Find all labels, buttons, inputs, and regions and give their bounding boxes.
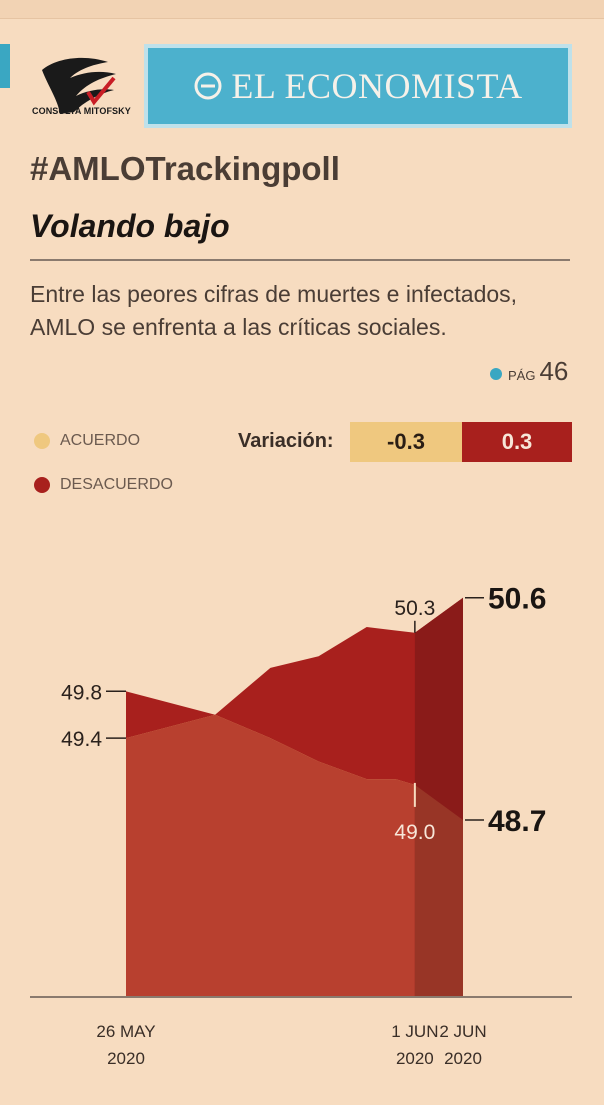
value-label-acuerdo-3: 49.0	[394, 821, 435, 844]
x-tick-year-2: 2020	[444, 1049, 482, 1068]
value-label-desacuerdo-2: 50.3	[394, 597, 435, 620]
legend-item-acuerdo: ACUERDO	[34, 432, 140, 450]
value-label-acuerdo-1: 49.4	[61, 728, 102, 751]
value-label-acuerdo-5: 48.7	[488, 805, 546, 838]
overlap-area-latest	[414, 784, 463, 997]
section-tab-marker	[0, 44, 10, 88]
legend-swatch-acuerdo	[34, 433, 50, 449]
variation-label: Variación:	[238, 430, 334, 452]
x-tick-label-2: 2 JUN	[439, 1022, 486, 1041]
description-text: Entre las peores cifras de muertes e inf…	[30, 281, 518, 340]
header: CONSULTA MITOFSKY EL ECONOMISTA	[28, 40, 576, 134]
page-reference: PÁG 46	[490, 356, 568, 387]
mitofsky-logo-icon	[42, 57, 116, 114]
x-tick-year-0: 2020	[107, 1049, 145, 1068]
variation-desacuerdo-badge: 0.3	[462, 422, 572, 462]
x-tick-label-1: 1 JUN	[391, 1022, 438, 1041]
page-reference-prefix: PÁG	[508, 368, 536, 383]
top-strip	[0, 0, 604, 19]
title-divider	[30, 259, 570, 261]
brand-e-icon	[194, 72, 222, 100]
hashtag-title: #AMLOTrackingpoll	[30, 150, 340, 187]
page-reference-number: 46	[539, 356, 569, 386]
brand-name: EL ECONOMISTA	[231, 66, 523, 106]
value-label-desacuerdo-4: 50.6	[488, 583, 546, 616]
x-tick-label-0: 26 MAY	[96, 1022, 155, 1041]
legend-label-desacuerdo: DESACUERDO	[60, 476, 173, 493]
page-reference-dot-icon	[490, 368, 502, 380]
logo-text: CONSULTA MITOFSKY	[32, 106, 131, 116]
legend-label-acuerdo: ACUERDO	[60, 432, 141, 449]
overlap-area	[126, 714, 463, 997]
x-tick-year-1: 2020	[396, 1049, 434, 1068]
value-label-desacuerdo-0: 49.8	[61, 681, 102, 704]
variation-acuerdo-badge: -0.3	[350, 422, 462, 462]
legend-item-desacuerdo: DESACUERDO	[34, 476, 173, 494]
brand-banner: EL ECONOMISTA	[144, 44, 572, 128]
page-subtitle: Volando bajo	[30, 208, 230, 244]
legend-swatch-desacuerdo	[34, 477, 50, 493]
